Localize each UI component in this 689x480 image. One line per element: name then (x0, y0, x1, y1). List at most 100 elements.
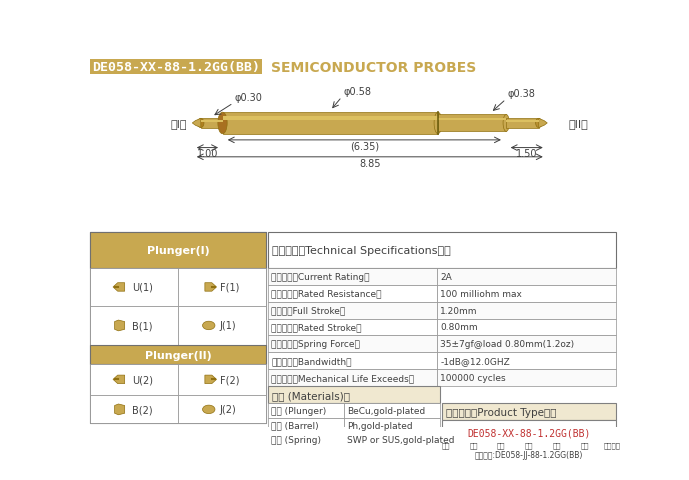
Polygon shape (113, 283, 125, 291)
FancyBboxPatch shape (178, 395, 266, 423)
Text: 技术要求（Technical Specifications）：: 技术要求（Technical Specifications）： (272, 245, 451, 255)
Text: Plunger(I): Plunger(I) (147, 245, 209, 255)
Text: 1.50: 1.50 (516, 149, 537, 159)
Text: 额定电流（Current Rating）: 额定电流（Current Rating） (271, 272, 370, 281)
FancyBboxPatch shape (268, 233, 616, 268)
Text: φ0.30: φ0.30 (235, 93, 263, 103)
FancyBboxPatch shape (178, 307, 266, 345)
Text: J(2): J(2) (220, 405, 236, 415)
FancyBboxPatch shape (90, 395, 178, 423)
Text: DE058-XX-88-1.2GG(BB): DE058-XX-88-1.2GG(BB) (467, 428, 590, 438)
Text: F(1): F(1) (220, 282, 239, 292)
FancyBboxPatch shape (438, 285, 616, 302)
Text: 镀金: 镀金 (580, 442, 589, 448)
Text: U(2): U(2) (132, 374, 153, 384)
Text: 成品型号（Product Type）：: 成品型号（Product Type）： (446, 407, 556, 417)
FancyBboxPatch shape (268, 403, 344, 418)
FancyBboxPatch shape (268, 418, 344, 432)
Ellipse shape (219, 119, 225, 128)
FancyBboxPatch shape (268, 319, 438, 336)
FancyBboxPatch shape (90, 364, 178, 395)
Text: 额定电阵（Rated Resistance）: 额定电阵（Rated Resistance） (271, 289, 382, 298)
FancyBboxPatch shape (90, 268, 178, 307)
Text: 0.80mm: 0.80mm (440, 323, 478, 332)
Ellipse shape (535, 119, 542, 128)
Text: 订购举例:DE058-JJ-88-1.2GG(BB): 订购举例:DE058-JJ-88-1.2GG(BB) (475, 451, 583, 459)
Text: F(2): F(2) (220, 374, 239, 384)
Text: 满行程（Full Stroke）: 满行程（Full Stroke） (271, 306, 346, 315)
Ellipse shape (203, 322, 215, 330)
Text: J(1): J(1) (220, 321, 236, 331)
Text: Ph,gold-plated: Ph,gold-plated (347, 421, 413, 430)
Text: 频率带宽（Bandwidth）: 频率带宽（Bandwidth） (271, 357, 352, 366)
Text: 针头 (Plunger): 针头 (Plunger) (271, 406, 327, 415)
Text: 1.00: 1.00 (197, 149, 218, 159)
Text: B(2): B(2) (132, 405, 152, 415)
FancyBboxPatch shape (90, 233, 266, 268)
Text: φ0.58: φ0.58 (343, 87, 371, 97)
Text: (6.35): (6.35) (350, 141, 379, 151)
FancyBboxPatch shape (438, 268, 616, 285)
Text: 针管 (Barrel): 针管 (Barrel) (271, 421, 319, 430)
FancyBboxPatch shape (268, 336, 438, 353)
FancyBboxPatch shape (438, 353, 616, 370)
Text: 额定行程（Rated Stroke）: 额定行程（Rated Stroke） (271, 323, 362, 332)
Text: U(1): U(1) (132, 282, 152, 292)
FancyBboxPatch shape (506, 120, 539, 122)
Text: Plunger(II): Plunger(II) (145, 350, 212, 360)
FancyBboxPatch shape (178, 364, 266, 395)
Polygon shape (539, 119, 547, 128)
FancyBboxPatch shape (268, 353, 438, 370)
FancyBboxPatch shape (90, 345, 266, 364)
FancyBboxPatch shape (268, 370, 438, 386)
FancyBboxPatch shape (506, 119, 539, 128)
FancyBboxPatch shape (268, 285, 438, 302)
Text: 弹筼 (Spring): 弹筼 (Spring) (271, 435, 321, 444)
Ellipse shape (218, 113, 227, 134)
FancyBboxPatch shape (438, 370, 616, 386)
Ellipse shape (198, 119, 204, 128)
Text: 35±7gf@load 0.80mm(1.2oz): 35±7gf@load 0.80mm(1.2oz) (440, 340, 575, 348)
Text: DE058-XX-88-1.2GG(BB): DE058-XX-88-1.2GG(BB) (92, 61, 260, 74)
FancyBboxPatch shape (268, 432, 344, 447)
Ellipse shape (203, 405, 215, 414)
FancyBboxPatch shape (268, 386, 440, 403)
FancyBboxPatch shape (344, 432, 440, 447)
Text: 1.20mm: 1.20mm (440, 306, 477, 315)
Text: -1dB@12.0GHZ: -1dB@12.0GHZ (440, 357, 510, 366)
Text: 材质 (Materials)：: 材质 (Materials)： (272, 390, 350, 400)
Text: （II）: （II） (568, 119, 588, 129)
Ellipse shape (434, 113, 442, 134)
Text: 弹力: 弹力 (553, 442, 561, 448)
Text: BeCu,gold-plated: BeCu,gold-plated (347, 406, 426, 415)
Text: φ0.38: φ0.38 (508, 89, 535, 99)
FancyBboxPatch shape (344, 403, 440, 418)
Polygon shape (114, 404, 125, 415)
Text: 2A: 2A (440, 272, 452, 281)
Text: SEMICONDUCTOR PROBES: SEMICONDUCTOR PROBES (271, 60, 476, 74)
Polygon shape (205, 375, 216, 384)
Text: 8.85: 8.85 (359, 158, 380, 168)
FancyBboxPatch shape (200, 120, 223, 122)
Text: 系列: 系列 (442, 442, 450, 448)
Text: （I）: （I） (170, 119, 187, 129)
Text: 针头材质: 针头材质 (604, 442, 621, 448)
Ellipse shape (503, 115, 509, 132)
FancyBboxPatch shape (90, 233, 266, 423)
FancyBboxPatch shape (268, 302, 438, 319)
FancyBboxPatch shape (200, 119, 223, 128)
FancyBboxPatch shape (268, 268, 438, 285)
Text: SWP or SUS,gold-plated: SWP or SUS,gold-plated (347, 435, 455, 444)
FancyBboxPatch shape (438, 319, 616, 336)
FancyBboxPatch shape (90, 60, 262, 75)
FancyBboxPatch shape (223, 113, 438, 134)
Text: 印长: 印长 (525, 442, 533, 448)
Polygon shape (205, 283, 216, 291)
FancyBboxPatch shape (442, 420, 616, 464)
FancyBboxPatch shape (438, 119, 506, 121)
FancyBboxPatch shape (438, 336, 616, 353)
Text: 测试寿命（Mechanical Life Exceeds）: 测试寿命（Mechanical Life Exceeds） (271, 373, 415, 383)
Text: 规格: 规格 (469, 442, 477, 448)
FancyBboxPatch shape (178, 268, 266, 307)
FancyBboxPatch shape (344, 418, 440, 432)
